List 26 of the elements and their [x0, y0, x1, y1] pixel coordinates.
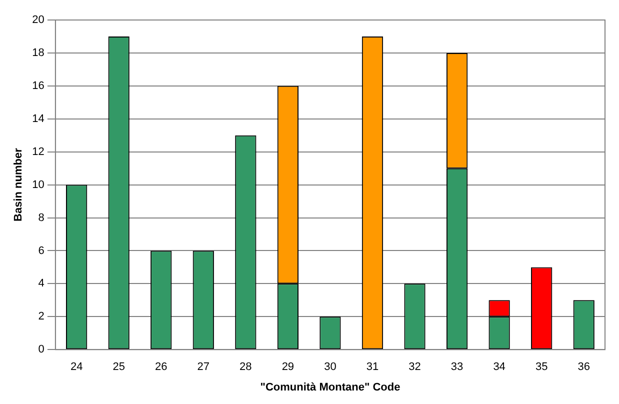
- y-axis-title: Basin number: [12, 147, 25, 222]
- y-tick-label: 16: [32, 80, 44, 92]
- x-tick-label: 31: [366, 361, 379, 374]
- y-tick-label: 14: [32, 112, 44, 125]
- y-tick-label: 10: [32, 178, 44, 191]
- x-tick-label: 34: [493, 361, 506, 374]
- x-axis-title: "Comunità Montane" Code: [260, 381, 400, 394]
- y-tick-label: 20: [32, 14, 44, 26]
- x-tick-label: 32: [408, 361, 421, 374]
- y-tick-label: 0: [38, 344, 44, 356]
- y-tick-label: 18: [32, 46, 44, 59]
- y-tick-label: 6: [38, 244, 44, 257]
- x-tick-label: 29: [282, 361, 294, 374]
- x-tick-label: 36: [578, 361, 590, 374]
- x-tick-label: 25: [112, 361, 125, 374]
- x-tick-label: 30: [324, 361, 336, 374]
- x-tick-label: 24: [70, 361, 83, 374]
- y-tick-label: 2: [38, 310, 44, 323]
- x-tick-label: 27: [197, 361, 210, 374]
- y-tick-label: 12: [32, 146, 44, 158]
- y-tick-label: 4: [38, 278, 44, 290]
- x-tick-label: 33: [450, 361, 464, 374]
- x-tick-label: 35: [535, 361, 548, 374]
- x-tick-label: 26: [154, 361, 168, 374]
- y-tick-label: 8: [38, 212, 44, 224]
- x-tick-label: 28: [240, 361, 252, 374]
